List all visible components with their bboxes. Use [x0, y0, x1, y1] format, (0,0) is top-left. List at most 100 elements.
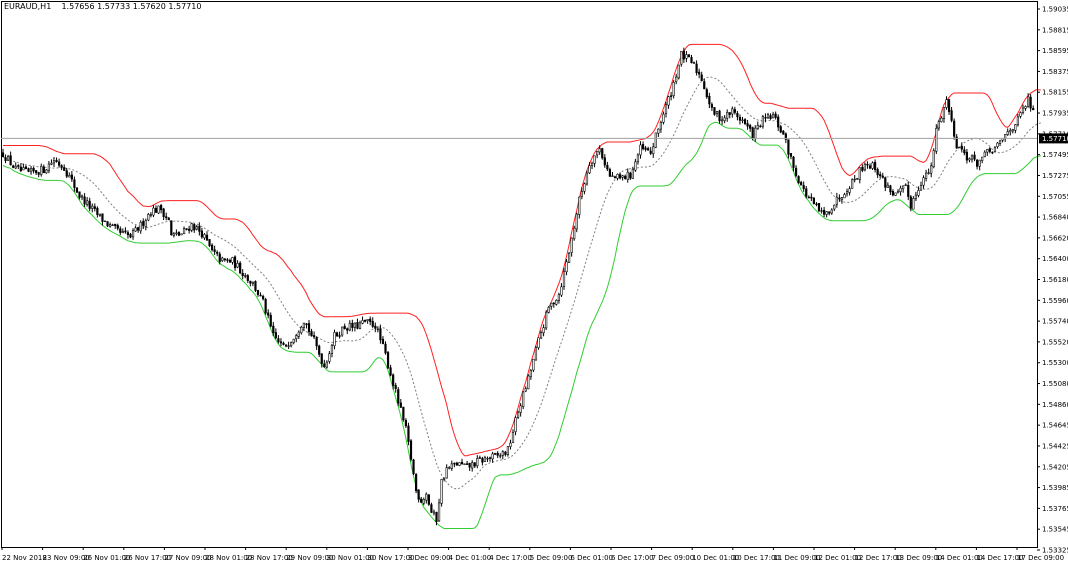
candle: [376, 326, 379, 333]
candle-body: [522, 391, 525, 407]
candle-body: [524, 388, 527, 392]
ohlc-readout: 1.57656 1.57733 1.57620 1.57710: [61, 2, 202, 11]
candle: [815, 202, 818, 207]
candle: [657, 128, 660, 137]
candle: [585, 170, 589, 186]
candle-body: [218, 253, 221, 262]
candle-body: [1006, 131, 1009, 135]
candle-body: [723, 117, 726, 121]
candle: [664, 101, 668, 118]
candle: [35, 169, 38, 175]
candle: [514, 416, 517, 436]
candle-body: [83, 196, 86, 205]
candle-body: [754, 127, 757, 139]
candle-body: [256, 289, 260, 295]
candle: [784, 132, 787, 144]
candle: [12, 164, 15, 169]
candle-body: [555, 299, 558, 305]
candle: [96, 206, 99, 218]
candle-body: [565, 261, 568, 273]
candle: [111, 223, 114, 227]
candle-body: [807, 196, 810, 199]
candle: [407, 422, 410, 446]
candle: [106, 221, 109, 227]
candle-body: [695, 63, 698, 74]
candle: [417, 489, 420, 503]
candle: [856, 177, 859, 180]
candle: [126, 230, 130, 239]
candle-body: [830, 209, 833, 214]
candle-body: [379, 328, 382, 341]
candle: [881, 172, 884, 179]
y-tick-label: 1.54425: [1042, 442, 1068, 450]
candle: [718, 109, 721, 124]
candle: [160, 203, 163, 214]
candle-body: [991, 151, 994, 154]
candle-body: [715, 111, 719, 115]
candle: [914, 191, 917, 202]
candle: [601, 147, 604, 160]
candle-body: [1009, 130, 1012, 133]
candle-body: [805, 188, 808, 197]
candle-body: [241, 272, 244, 277]
candle: [241, 269, 244, 280]
candle: [412, 458, 415, 476]
candle: [137, 227, 140, 233]
candle: [800, 180, 803, 186]
candle: [764, 113, 767, 123]
candle-body: [1, 152, 5, 158]
candle-body: [310, 331, 313, 337]
candle-body: [402, 406, 405, 421]
candle: [465, 460, 469, 465]
candle-body: [29, 167, 33, 173]
candle: [759, 124, 762, 128]
candle: [139, 220, 142, 234]
candle: [63, 164, 66, 171]
candle-body: [705, 89, 708, 98]
candle: [256, 289, 260, 297]
candle: [389, 364, 392, 377]
candle: [75, 187, 79, 193]
candle-body: [815, 203, 818, 206]
candle-body: [598, 148, 601, 153]
candle-body: [65, 170, 68, 177]
candle-body: [677, 64, 680, 79]
candle: [611, 172, 614, 177]
x-tick-label: 10 Dec 17:00: [733, 554, 780, 562]
candle: [1021, 104, 1025, 115]
candle: [603, 154, 606, 168]
candle-body: [208, 239, 211, 246]
candle: [131, 228, 135, 240]
candle: [634, 158, 637, 172]
candle-body: [200, 230, 204, 238]
candle: [341, 326, 344, 337]
y-tick-label: 1.54645: [1042, 422, 1068, 430]
candle: [440, 478, 443, 507]
candle-body: [687, 54, 691, 58]
candle: [873, 159, 877, 173]
candle: [981, 156, 984, 164]
candle-body: [353, 322, 357, 328]
candle-body: [341, 326, 344, 336]
candle-body: [789, 153, 793, 157]
candle-body: [363, 319, 367, 322]
candle: [144, 218, 147, 231]
candle-body: [945, 99, 948, 108]
candle-body: [590, 162, 594, 166]
candle: [930, 162, 933, 178]
candle-body: [547, 307, 550, 313]
candle: [654, 132, 657, 149]
candle: [216, 250, 219, 257]
candle: [669, 91, 673, 101]
x-tick-label: 4 Dec 01:00: [449, 554, 492, 562]
candle-body: [142, 221, 145, 226]
candle-body: [588, 165, 591, 174]
candle-body: [669, 95, 673, 97]
candle: [356, 318, 359, 330]
candle: [437, 498, 441, 522]
candle: [858, 167, 861, 184]
candle: [114, 223, 117, 229]
